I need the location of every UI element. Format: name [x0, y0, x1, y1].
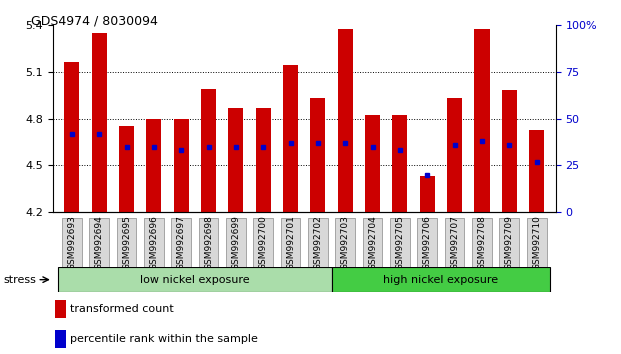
- FancyBboxPatch shape: [281, 218, 301, 267]
- FancyBboxPatch shape: [417, 218, 437, 267]
- FancyBboxPatch shape: [253, 218, 273, 267]
- Bar: [365, 115, 380, 212]
- Text: GSM992708: GSM992708: [478, 215, 486, 270]
- FancyBboxPatch shape: [144, 218, 164, 267]
- Text: GSM992710: GSM992710: [532, 215, 541, 270]
- FancyBboxPatch shape: [171, 218, 191, 267]
- Text: GSM992702: GSM992702: [314, 215, 322, 270]
- Bar: [420, 176, 435, 212]
- Bar: [55, 330, 66, 348]
- Bar: [529, 130, 544, 212]
- Text: GSM992709: GSM992709: [505, 215, 514, 270]
- Text: GSM992693: GSM992693: [68, 215, 76, 270]
- Bar: [65, 62, 79, 212]
- Text: GSM992697: GSM992697: [177, 215, 186, 270]
- Bar: [447, 98, 462, 212]
- Text: low nickel exposure: low nickel exposure: [140, 275, 250, 285]
- Text: GSM992699: GSM992699: [232, 215, 240, 270]
- Bar: [502, 91, 517, 212]
- FancyBboxPatch shape: [58, 267, 332, 292]
- Text: GSM992707: GSM992707: [450, 215, 459, 270]
- FancyBboxPatch shape: [472, 218, 492, 267]
- Bar: [174, 119, 189, 212]
- FancyBboxPatch shape: [335, 218, 355, 267]
- FancyBboxPatch shape: [226, 218, 246, 267]
- Text: stress: stress: [3, 275, 36, 285]
- Text: GSM992705: GSM992705: [396, 215, 404, 270]
- Bar: [229, 108, 243, 212]
- Text: GSM992694: GSM992694: [95, 215, 104, 270]
- Bar: [338, 29, 353, 212]
- Bar: [201, 89, 216, 212]
- Text: GSM992696: GSM992696: [150, 215, 158, 270]
- Text: GSM992695: GSM992695: [122, 215, 131, 270]
- FancyBboxPatch shape: [62, 218, 82, 267]
- Bar: [256, 108, 271, 212]
- FancyBboxPatch shape: [89, 218, 109, 267]
- FancyBboxPatch shape: [527, 218, 546, 267]
- Bar: [92, 33, 107, 212]
- FancyBboxPatch shape: [445, 218, 465, 267]
- FancyBboxPatch shape: [332, 267, 550, 292]
- Bar: [147, 119, 161, 212]
- Bar: [119, 126, 134, 212]
- Text: GSM992703: GSM992703: [341, 215, 350, 270]
- Bar: [310, 98, 325, 212]
- FancyBboxPatch shape: [499, 218, 519, 267]
- FancyBboxPatch shape: [390, 218, 410, 267]
- Text: GSM992698: GSM992698: [204, 215, 213, 270]
- Text: high nickel exposure: high nickel exposure: [383, 275, 499, 285]
- FancyBboxPatch shape: [308, 218, 328, 267]
- Text: GSM992700: GSM992700: [259, 215, 268, 270]
- FancyBboxPatch shape: [199, 218, 219, 267]
- Text: GSM992701: GSM992701: [286, 215, 295, 270]
- Bar: [55, 300, 66, 318]
- Text: GSM992706: GSM992706: [423, 215, 432, 270]
- FancyBboxPatch shape: [363, 218, 383, 267]
- Text: GSM992704: GSM992704: [368, 215, 377, 270]
- Text: GDS4974 / 8030094: GDS4974 / 8030094: [31, 14, 158, 27]
- Bar: [474, 29, 489, 212]
- Text: percentile rank within the sample: percentile rank within the sample: [70, 334, 258, 344]
- Text: transformed count: transformed count: [70, 304, 173, 314]
- Bar: [392, 115, 407, 212]
- Bar: [283, 65, 298, 212]
- FancyBboxPatch shape: [117, 218, 137, 267]
